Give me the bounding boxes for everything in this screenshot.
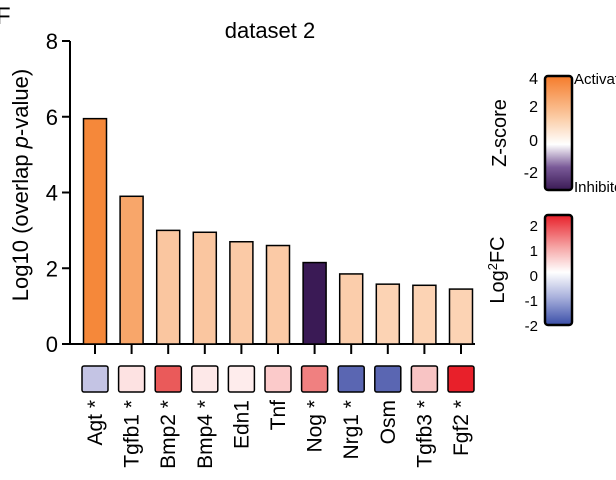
y-tick-label: 4 <box>46 181 58 206</box>
log2fc-square-tgfb3 <box>410 365 439 393</box>
log2fc-square-tnf <box>264 365 292 393</box>
x-tick-label-edn1: Edn1 <box>230 400 253 449</box>
zscore-tick-label: 2 <box>529 99 538 116</box>
bar-tgfb1 <box>119 195 144 345</box>
x-tick-label-agt: Agt * <box>84 400 107 446</box>
zscore-tick-label: 4 <box>529 71 538 88</box>
log2fc-title-main: Log <box>487 270 509 303</box>
bars <box>82 117 474 345</box>
log2fc-square-agt <box>81 365 109 393</box>
y-tick-label: 0 <box>46 332 58 357</box>
chart-title: dataset 2 <box>225 18 316 43</box>
log2fc-tick-label: 2 <box>530 218 538 235</box>
x-tick-label-nrg1: Nrg1 * <box>340 400 363 460</box>
log2fc-tick-label: 0 <box>530 268 538 285</box>
x-ticks <box>94 344 462 354</box>
bar-nrg1 <box>338 273 364 345</box>
y-axis-label: Log10 (overlap p-value) <box>8 69 33 301</box>
zscore-tick-label: -2 <box>524 165 538 182</box>
bar-tgfb3 <box>412 284 437 345</box>
bar-edn1 <box>229 240 254 345</box>
y-ticks: 0 2 4 6 8 <box>46 29 70 357</box>
log2fc-square-bmp2 <box>154 365 182 393</box>
log2fc-square-osm <box>374 365 402 393</box>
x-tick-label-bmp2: Bmp2 * <box>157 400 180 469</box>
log2fc-tick-label: 1 <box>530 243 538 260</box>
bar-bmp2 <box>155 229 181 345</box>
bar-osm <box>375 283 401 345</box>
log2fc-square-tgfb1 <box>117 365 146 393</box>
zscore-tick-label: 0 <box>529 133 538 150</box>
log2fc-tick-label: -1 <box>525 293 538 310</box>
zscore-legend-title: Z-score <box>489 99 511 167</box>
y-tick-label: 6 <box>46 105 58 130</box>
x-tick-label-fgf2: Fgf2 * <box>450 400 473 456</box>
y-tick-label: 2 <box>46 256 58 281</box>
log2fc-legend-title: Log2FC <box>485 236 510 303</box>
x-tick-label-nog: Nog * <box>304 400 327 453</box>
x-tick-label-tgfb3: Tgfb3 * <box>413 400 436 468</box>
bar-tnf <box>265 244 291 345</box>
zscore-ticks: 4 2 0 -2 <box>524 71 538 182</box>
log2fc-ticks: 2 1 0 -1 -2 <box>525 218 538 335</box>
x-tick-label-tnf: Tnf <box>267 400 290 431</box>
log2fc-squares <box>81 365 475 393</box>
log2fc-square-bmp4 <box>191 365 219 393</box>
log2fc-title-sup: 2 <box>485 263 500 270</box>
log2fc-square-fgf2 <box>447 365 475 393</box>
log2fc-square-nog <box>300 365 329 393</box>
zscore-top-label: Activated <box>574 71 616 88</box>
log2fc-square-edn1 <box>227 365 256 393</box>
zscore-colorbar <box>543 74 574 192</box>
y-tick-label: 8 <box>46 29 58 54</box>
x-tick-label-osm: Osm <box>377 400 400 444</box>
log2fc-colorbar <box>543 213 574 327</box>
y-axis-label-italic: p <box>8 136 33 149</box>
x-tick-labels: Agt * Tgfb1 * Bmp2 * Bmp4 * Edn1 Tnf Nog * Nrg1… <box>84 400 473 469</box>
y-axis-label-after: -value) <box>8 69 33 136</box>
log2fc-legend: Log2FC 210-1-2 <box>485 213 574 335</box>
log2fc-tick-label: -2 <box>525 318 538 335</box>
x-tick-label-bmp4: Bmp4 * <box>194 400 217 469</box>
bar-agt <box>82 117 108 345</box>
y-axis-label-before: Log10 (overlap <box>8 148 33 301</box>
zscore-legend: Z-score 4 2 0 -2 Activated Inhibited <box>489 71 616 196</box>
bar-bmp4 <box>192 231 218 345</box>
bar-nog <box>302 261 327 345</box>
zscore-bottom-label: Inhibited <box>574 179 616 196</box>
x-tick-label-tgfb1: Tgfb1 * <box>121 400 144 468</box>
panel-letter: F <box>0 3 11 30</box>
bar-fgf2 <box>448 288 474 345</box>
log2fc-square-nrg1 <box>337 365 365 393</box>
log2fc-title-end: FC <box>487 236 509 263</box>
